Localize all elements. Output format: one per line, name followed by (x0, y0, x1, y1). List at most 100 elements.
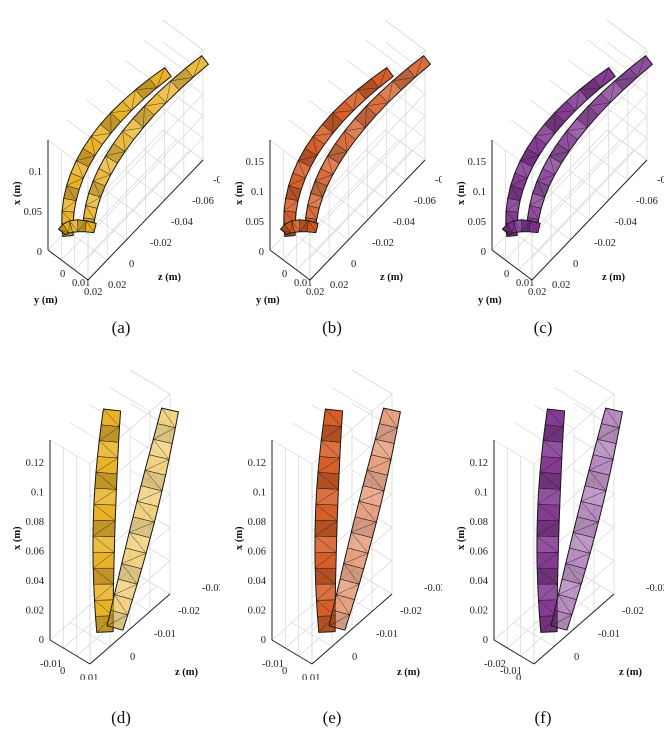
tube-left-band-f-mesh-edge (537, 552, 559, 569)
x-tick-label-d: 0.06 (26, 547, 44, 558)
plot-3d-f: 00.020.040.060.080.10.12x (m)-0.02-0.010… (456, 370, 664, 680)
tube-right-band-e-mesh-edge (343, 553, 369, 564)
tube-left-band-a-mesh-edge (135, 87, 157, 90)
x-tick-label-f: 0.02 (470, 606, 488, 617)
tube-curl-band-c (501, 219, 541, 236)
z-tick-label-e: 0 (352, 652, 357, 663)
tube-left-band-d-facet (97, 440, 119, 459)
tube-curl-band-c-outline (501, 219, 541, 236)
tube-left-band-f-mesh-edge (539, 457, 562, 473)
z-tick-label-e: -0.03 (424, 583, 442, 594)
tube-left-band-a-mesh-edge (156, 67, 165, 88)
plot-d-z-axis-line (89, 593, 171, 665)
tube-left-band-e-facet (322, 408, 343, 427)
tube-right-band-a-mesh-edge (85, 205, 95, 220)
plot-c-gridline (587, 39, 629, 71)
tube-right-band-b-mesh-edge (392, 77, 416, 82)
tube-left-band-e-outline (314, 408, 344, 633)
tube-right-band-a (82, 54, 210, 231)
z-tick-label-a: 0.02 (108, 280, 126, 291)
plot-f-z-axis-line (533, 593, 615, 665)
x-tick-label-a: 0 (37, 247, 42, 258)
tube-curl-band-b-outline (279, 219, 319, 236)
plot-b-gridline (296, 149, 412, 271)
y-tick-label-f: -0.02 (484, 659, 506, 670)
figure-panel-c: 0 0.05 0.1 0.15 x (m) 0 0.01 0.02 y (m) 0.02 0 -0.0… (444, 0, 664, 360)
plot-3d-a: 00.050.1x (m)00.010.02y (m)0.020-0.02-0.… (12, 19, 220, 306)
x-tick-label-d: 0.08 (26, 517, 44, 528)
tube-right-band-c-mesh-edge (537, 174, 555, 182)
tube-right-band-a-mesh-edge (165, 80, 171, 103)
tube-left-band-b-mesh-edge (313, 132, 334, 137)
plot-b-gridline (327, 79, 368, 111)
x-tick-label-f: 0.04 (470, 576, 489, 587)
tube-right-band-a-mesh-edge (122, 131, 126, 152)
tube-right-band-f (550, 407, 623, 631)
tube-right-band-d-mesh-edge (114, 583, 138, 595)
plot-a-gridline (124, 169, 165, 201)
tube-curl-band-a-mesh-edge (77, 220, 87, 232)
tube-right-band-d-mesh-edge (136, 501, 155, 523)
tube-left-band-a-mesh-edge (131, 89, 136, 111)
tube-curl-band-b (279, 219, 319, 236)
z-tick-label-b: -0.08 (435, 175, 442, 186)
tube-left-band-c-mesh-edge (520, 155, 540, 161)
tube-right-band-e-mesh-edge (375, 427, 398, 440)
tube-right-band-d (106, 407, 179, 631)
tube-left-band-f-facet (541, 440, 563, 459)
tube-left-band-d-mesh-edge (93, 568, 114, 585)
plot-c-z-axis-line (531, 159, 648, 281)
x-tick-label-e: 0.02 (248, 606, 266, 617)
tube-right-band-e-mesh-edge (366, 470, 385, 492)
z-tick-label-c: 0 (573, 259, 578, 270)
tube-right-band-d-mesh-edge (129, 532, 147, 554)
tube-left-band-e-mesh-edge (314, 520, 338, 537)
x-axis-label-b: x (m) (234, 181, 245, 205)
tube-left-band-e-mesh-edge (314, 535, 337, 553)
tube-right-band-f-mesh-edge (550, 614, 572, 626)
tube-right-band-f-mesh-edge (588, 470, 607, 492)
tube-left-band-a-mesh-edge (110, 110, 132, 113)
tube-right-band-e-mesh-edge (336, 583, 360, 595)
x-tick-label-e: 0.1 (253, 488, 266, 499)
tube-curl-band-b-mesh-edge (299, 220, 309, 232)
x-axis-label-a: x (m) (12, 181, 23, 205)
plot-b-gridline (365, 39, 407, 71)
caption-f: (f) (534, 708, 552, 727)
tube-right-band-a-mesh-edge (85, 197, 101, 206)
tube-right-band-b-mesh-edge (365, 106, 367, 128)
x-tick-label-c: 0.05 (468, 217, 486, 228)
tube-curl-band-b-mesh-edge (308, 220, 317, 233)
tube-left-band-f-mesh-edge (539, 472, 561, 490)
tube-left-band-c (505, 66, 616, 238)
tube-left-band-c-mesh-edge (510, 185, 521, 201)
tube-right-band-d-mesh-edge (129, 522, 155, 533)
tube-left-band-a-mesh-edge (66, 185, 77, 201)
plot-a-gridline (143, 39, 185, 71)
tube-left-band-f-mesh-edge (536, 520, 560, 537)
x-tick-label-b: 0 (259, 247, 264, 258)
x-tick-label-f: 0.12 (470, 458, 488, 469)
x-tick-label-d: 0.04 (26, 576, 45, 587)
tube-right-band-d-mesh-edge (153, 439, 170, 460)
tube-right-band-a-mesh-edge (170, 77, 194, 82)
plot-f-y-axis-line (493, 639, 535, 665)
z-axis-label-f: z (m) (619, 667, 643, 678)
tube-right-band-a-outline (82, 54, 210, 231)
plot-b-gridline (384, 107, 426, 139)
tube-right-band-b-mesh-edge (366, 102, 389, 107)
plot-a-gridline (162, 107, 204, 139)
tube-right-band-a-mesh-edge (143, 106, 145, 128)
x-tick-label-d: 0 (39, 635, 44, 646)
tube-left-band-b-mesh-edge (288, 177, 306, 186)
tube-right-band-b-mesh-edge (344, 131, 348, 152)
plot-c-gridline (510, 229, 552, 261)
caption-b: (b) (322, 318, 342, 337)
tube-left-band-e-mesh-edge (315, 489, 339, 505)
plot-a-gridline (66, 229, 108, 261)
z-tick-label-f: -0.02 (622, 606, 644, 617)
plot-a-y-axis-line (47, 249, 89, 281)
tube-left-band-f-facet (544, 408, 565, 427)
plot-a-gridline (143, 149, 185, 181)
plot-f-gridline (493, 439, 535, 465)
